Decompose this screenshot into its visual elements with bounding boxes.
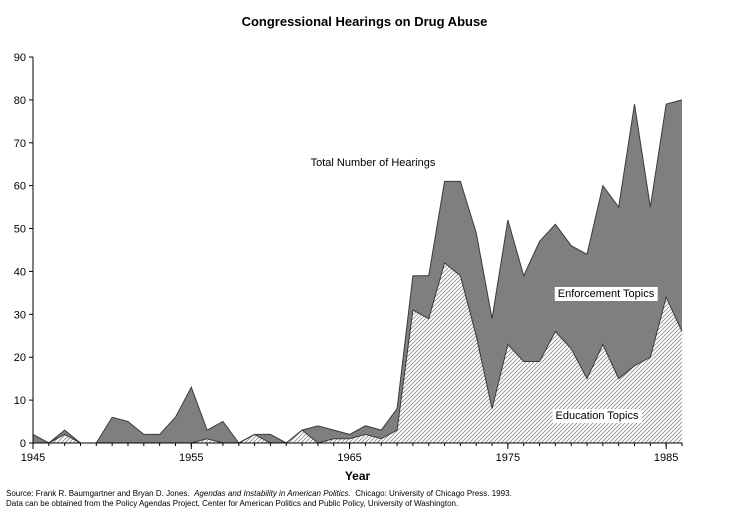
source-book-title: Agendas and Instability in American Poli…: [194, 489, 351, 498]
x-tick-label: 1945: [21, 452, 45, 464]
x-tick-label: 1965: [337, 452, 361, 464]
y-tick-label: 0: [20, 438, 26, 450]
y-tick-label: 90: [14, 52, 26, 64]
source-note: Source: Frank R. Baumgartner and Bryan D…: [6, 489, 512, 509]
annotation-enforcement-topics: Enforcement Topics: [554, 287, 658, 301]
y-tick-label: 20: [14, 352, 26, 364]
chart-title: Congressional Hearings on Drug Abuse: [241, 14, 488, 29]
source-prefix: Source: Frank R. Baumgartner and Bryan D…: [6, 489, 190, 498]
y-tick-label: 70: [14, 138, 26, 150]
source-publisher: Chicago: University of Chicago Press. 19…: [355, 489, 512, 498]
annotation-education-topics-text: Education Topics: [556, 410, 639, 422]
source-line-2: Data can be obtained from the Policy Age…: [6, 499, 459, 508]
annotation-enforcement-topics-text: Enforcement Topics: [558, 288, 655, 300]
y-tick-label: 80: [14, 95, 26, 107]
y-tick-label: 10: [14, 395, 26, 407]
annotation-enforcement-topics-box: [554, 287, 658, 301]
y-tick-label: 40: [14, 266, 26, 278]
series-line-total-hearings: [32, 99, 683, 444]
series-area-education-topics: [33, 262, 682, 443]
y-tick-label: 60: [14, 181, 26, 193]
y-tick-label: 30: [14, 309, 26, 321]
y-tick-label: 50: [14, 224, 26, 236]
source-line-1: Source: Frank R. Baumgartner and Bryan D…: [6, 489, 512, 499]
annotation-education-topics-box: [552, 409, 642, 423]
annotation-total-hearings: Total Number of Hearings: [311, 157, 436, 169]
x-tick-label: 1985: [654, 452, 678, 464]
x-axis-label: Year: [345, 469, 371, 483]
x-tick-label: 1975: [496, 452, 520, 464]
annotation-education-topics: Education Topics: [552, 409, 642, 423]
x-tick-label: 1955: [179, 452, 203, 464]
